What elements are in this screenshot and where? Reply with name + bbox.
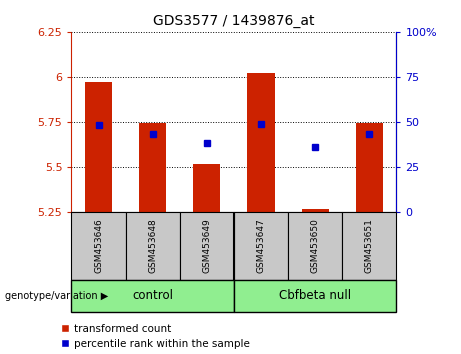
Legend: transformed count, percentile rank within the sample: transformed count, percentile rank withi… [60, 324, 250, 349]
Bar [125, 212, 180, 280]
Text: GSM453650: GSM453650 [311, 218, 320, 274]
Bar [71, 280, 234, 312]
Bar [71, 212, 125, 280]
Bar [180, 212, 234, 280]
Title: GDS3577 / 1439876_at: GDS3577 / 1439876_at [153, 14, 315, 28]
Text: GSM453648: GSM453648 [148, 219, 157, 273]
Bar [288, 212, 342, 280]
Text: genotype/variation ▶: genotype/variation ▶ [5, 291, 108, 301]
Text: control: control [132, 289, 173, 302]
Bar [342, 212, 396, 280]
Bar [301, 209, 329, 212]
Bar [85, 82, 112, 212]
Bar [356, 123, 383, 212]
Bar [139, 123, 166, 212]
Text: GSM453651: GSM453651 [365, 218, 374, 274]
Text: GSM453649: GSM453649 [202, 219, 212, 273]
Text: Cbfbeta null: Cbfbeta null [279, 289, 351, 302]
Bar [234, 212, 288, 280]
Bar [193, 164, 220, 212]
Bar [234, 280, 396, 312]
Text: GSM453647: GSM453647 [256, 219, 266, 273]
Text: GSM453646: GSM453646 [94, 219, 103, 273]
Bar [248, 73, 275, 212]
